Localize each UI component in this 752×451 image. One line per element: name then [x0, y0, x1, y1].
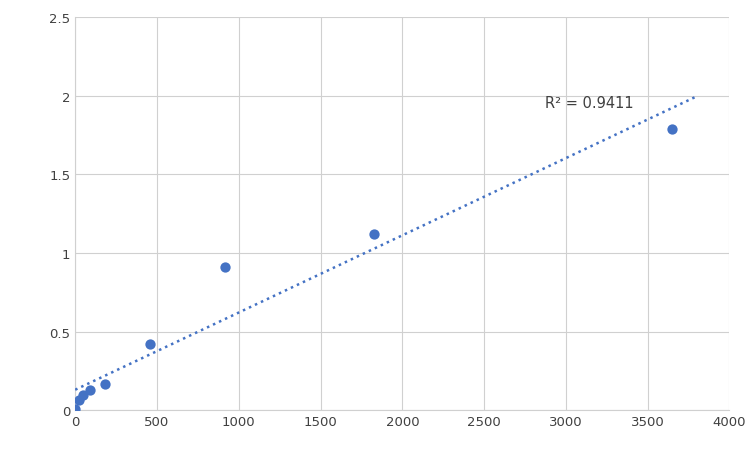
Point	[99, 381, 111, 388]
Point	[73, 396, 85, 403]
Point	[368, 231, 380, 238]
Point	[144, 341, 156, 348]
Point	[666, 126, 678, 133]
Text: R² = 0.9411: R² = 0.9411	[544, 95, 633, 110]
Point	[84, 387, 96, 394]
Point	[77, 391, 89, 399]
Point	[219, 264, 231, 271]
Point	[69, 406, 81, 413]
